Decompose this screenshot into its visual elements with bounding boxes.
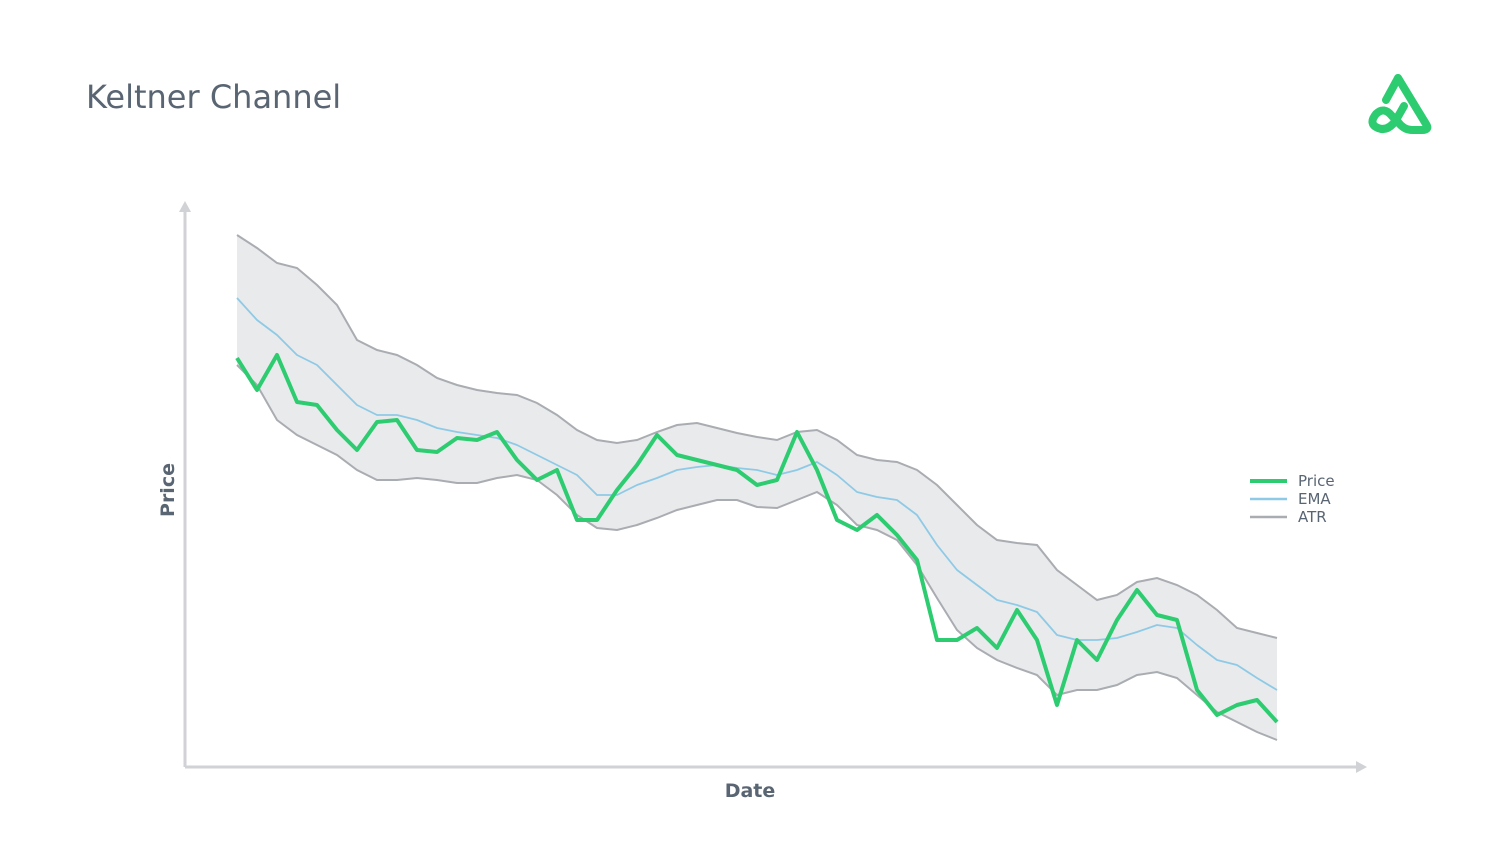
chart-title: Keltner Channel: [86, 78, 341, 116]
logo: [1368, 74, 1432, 134]
legend-label: EMA: [1298, 490, 1331, 508]
atr-lower-line: [236, 364, 1278, 741]
x-axis-label: Date: [725, 780, 776, 802]
axes: [179, 201, 1367, 773]
channel-area: [237, 235, 1277, 740]
y-axis-label: Price: [157, 463, 179, 517]
logo-mark: [1368, 74, 1432, 134]
logo-mark: [1382, 74, 1402, 104]
y-arrow: [179, 201, 191, 212]
legend-label: ATR: [1298, 508, 1327, 526]
series-line: [236, 297, 1278, 691]
atr-upper-line: [236, 234, 1278, 639]
series-line: [235, 353, 1279, 724]
legend-label: Price: [1298, 472, 1335, 490]
x-arrow: [1356, 761, 1367, 773]
